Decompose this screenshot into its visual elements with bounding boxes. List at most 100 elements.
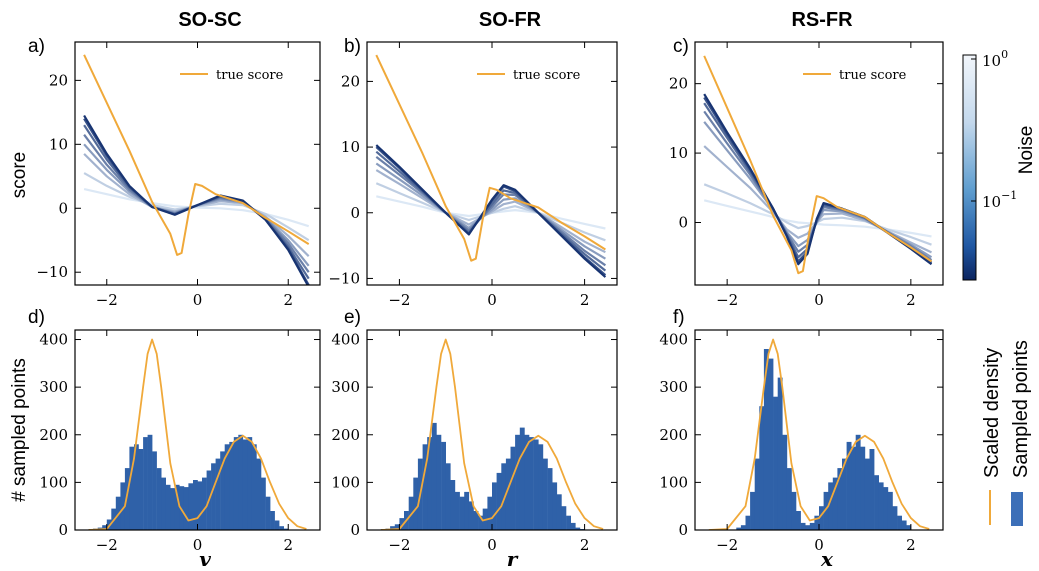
histogram-bar <box>224 444 230 530</box>
histogram-bar <box>505 458 511 530</box>
x-tick-label: 0 <box>193 291 203 309</box>
histogram-bar <box>188 483 194 530</box>
histogram-bar <box>842 458 847 530</box>
legend-true-score-label: true score <box>839 68 907 83</box>
histogram-bar <box>809 522 815 530</box>
histogram-bar <box>450 480 456 530</box>
histogram-bar <box>855 434 861 530</box>
histogram-bar <box>552 482 558 530</box>
histogram-bar <box>152 451 157 530</box>
histogram-bar <box>777 377 783 530</box>
noise-curve-0.12 <box>83 134 310 273</box>
noise-curve-0.8 <box>83 188 310 228</box>
y-tick-label: 10 <box>669 144 688 162</box>
histogram-bar <box>270 511 275 530</box>
x-tick-label: 0 <box>193 536 203 554</box>
histogram-bar <box>791 491 797 530</box>
histogram-bar <box>147 434 153 530</box>
panel-label-e: e) <box>344 307 361 328</box>
noise-curve-0.05 <box>83 118 310 285</box>
y-tick-label: 200 <box>331 426 360 444</box>
histogram-bar <box>575 527 581 530</box>
histogram-bar <box>441 441 446 530</box>
histogram-bar <box>102 525 107 530</box>
histogram-bar <box>179 486 185 530</box>
y-tick-label: 0 <box>678 214 688 232</box>
histogram-bar <box>468 501 474 530</box>
histogram-bar <box>519 427 525 530</box>
histogram-bar <box>247 437 253 530</box>
true-score-line <box>703 55 933 275</box>
x-tick-label: 0 <box>814 536 824 554</box>
column-title-rs-fr: RS-FR <box>791 9 853 31</box>
legend-true-score-label: true score <box>513 68 581 83</box>
histogram-bar <box>399 518 405 530</box>
histogram-bar <box>759 406 765 530</box>
histogram-bar <box>740 525 746 530</box>
histogram-bar <box>274 520 280 530</box>
noise-curve-0.8 <box>376 195 606 230</box>
y-tick-label: 300 <box>331 378 360 396</box>
histogram-bar <box>120 482 126 530</box>
y-tick-label: 20 <box>341 72 360 90</box>
histogram-bar <box>455 491 460 530</box>
plot-area <box>708 338 930 530</box>
histogram-bar <box>561 506 567 530</box>
histogram-bar <box>436 434 442 530</box>
histogram-bar <box>161 477 166 530</box>
column-title-so-fr: SO-FR <box>479 9 542 31</box>
panel-e-histogram-r: −2 0 2 0 100 200 300 400 <box>331 329 618 554</box>
true-score-line <box>375 54 606 262</box>
histogram-bar <box>496 472 502 530</box>
histogram-bar <box>431 422 437 530</box>
x-tick-label: 0 <box>487 536 497 554</box>
histogram-bar <box>901 520 907 530</box>
y-tick-label: 10 <box>49 135 68 153</box>
histogram-bar <box>892 506 898 530</box>
histogram-bar <box>851 446 856 530</box>
histogram-bar <box>165 484 171 530</box>
histogram-bar <box>279 526 284 530</box>
histogram-bar <box>805 525 811 530</box>
plot-area <box>88 338 307 530</box>
histogram-bar <box>510 446 516 530</box>
y-tick-label: 10 <box>341 138 360 156</box>
histogram-bar <box>193 480 198 530</box>
y-tick-label: 100 <box>659 473 688 491</box>
histogram-bar <box>394 524 400 530</box>
histogram-bar <box>501 463 507 530</box>
panel-label-b: b) <box>344 36 361 57</box>
histogram-bar <box>464 491 470 530</box>
histogram-bar <box>897 515 902 530</box>
noise-curve-0.3 <box>375 169 606 254</box>
histogram-bar <box>515 434 520 530</box>
histogram-bar <box>487 496 493 530</box>
x-axis-label-r: r <box>507 547 519 571</box>
histogram-bar <box>860 446 866 530</box>
colorbar-tick-label-0.1: 10−1 <box>982 189 1017 211</box>
histogram-bar <box>283 528 289 530</box>
histogram-bar <box>814 515 820 530</box>
legend-true-score-label: true score <box>216 68 284 83</box>
histogram-bar <box>459 496 465 530</box>
x-tick-label: 2 <box>580 291 590 309</box>
x-tick-label: 2 <box>283 536 293 554</box>
histogram-bar <box>390 526 395 530</box>
histogram-bar <box>413 477 419 530</box>
histogram-bar <box>138 449 144 530</box>
y-tick-label: 200 <box>659 426 688 444</box>
true-score-line <box>83 54 310 256</box>
histogram-bar <box>174 484 180 530</box>
colorbar-label-noise: Noise <box>1016 126 1037 175</box>
histogram-bar <box>134 444 139 530</box>
noise-curve-0.08 <box>375 150 607 272</box>
histogram-bar <box>754 458 760 530</box>
colorbar-gradient <box>962 54 977 281</box>
y-tick-label: 0 <box>350 204 360 222</box>
plot-area <box>375 54 607 278</box>
histogram-bar <box>864 458 870 530</box>
noise-curve-0.2 <box>375 162 606 260</box>
histogram-bar <box>570 522 576 530</box>
histogram-bar <box>422 444 428 530</box>
noise-curve-0.12 <box>375 156 607 267</box>
